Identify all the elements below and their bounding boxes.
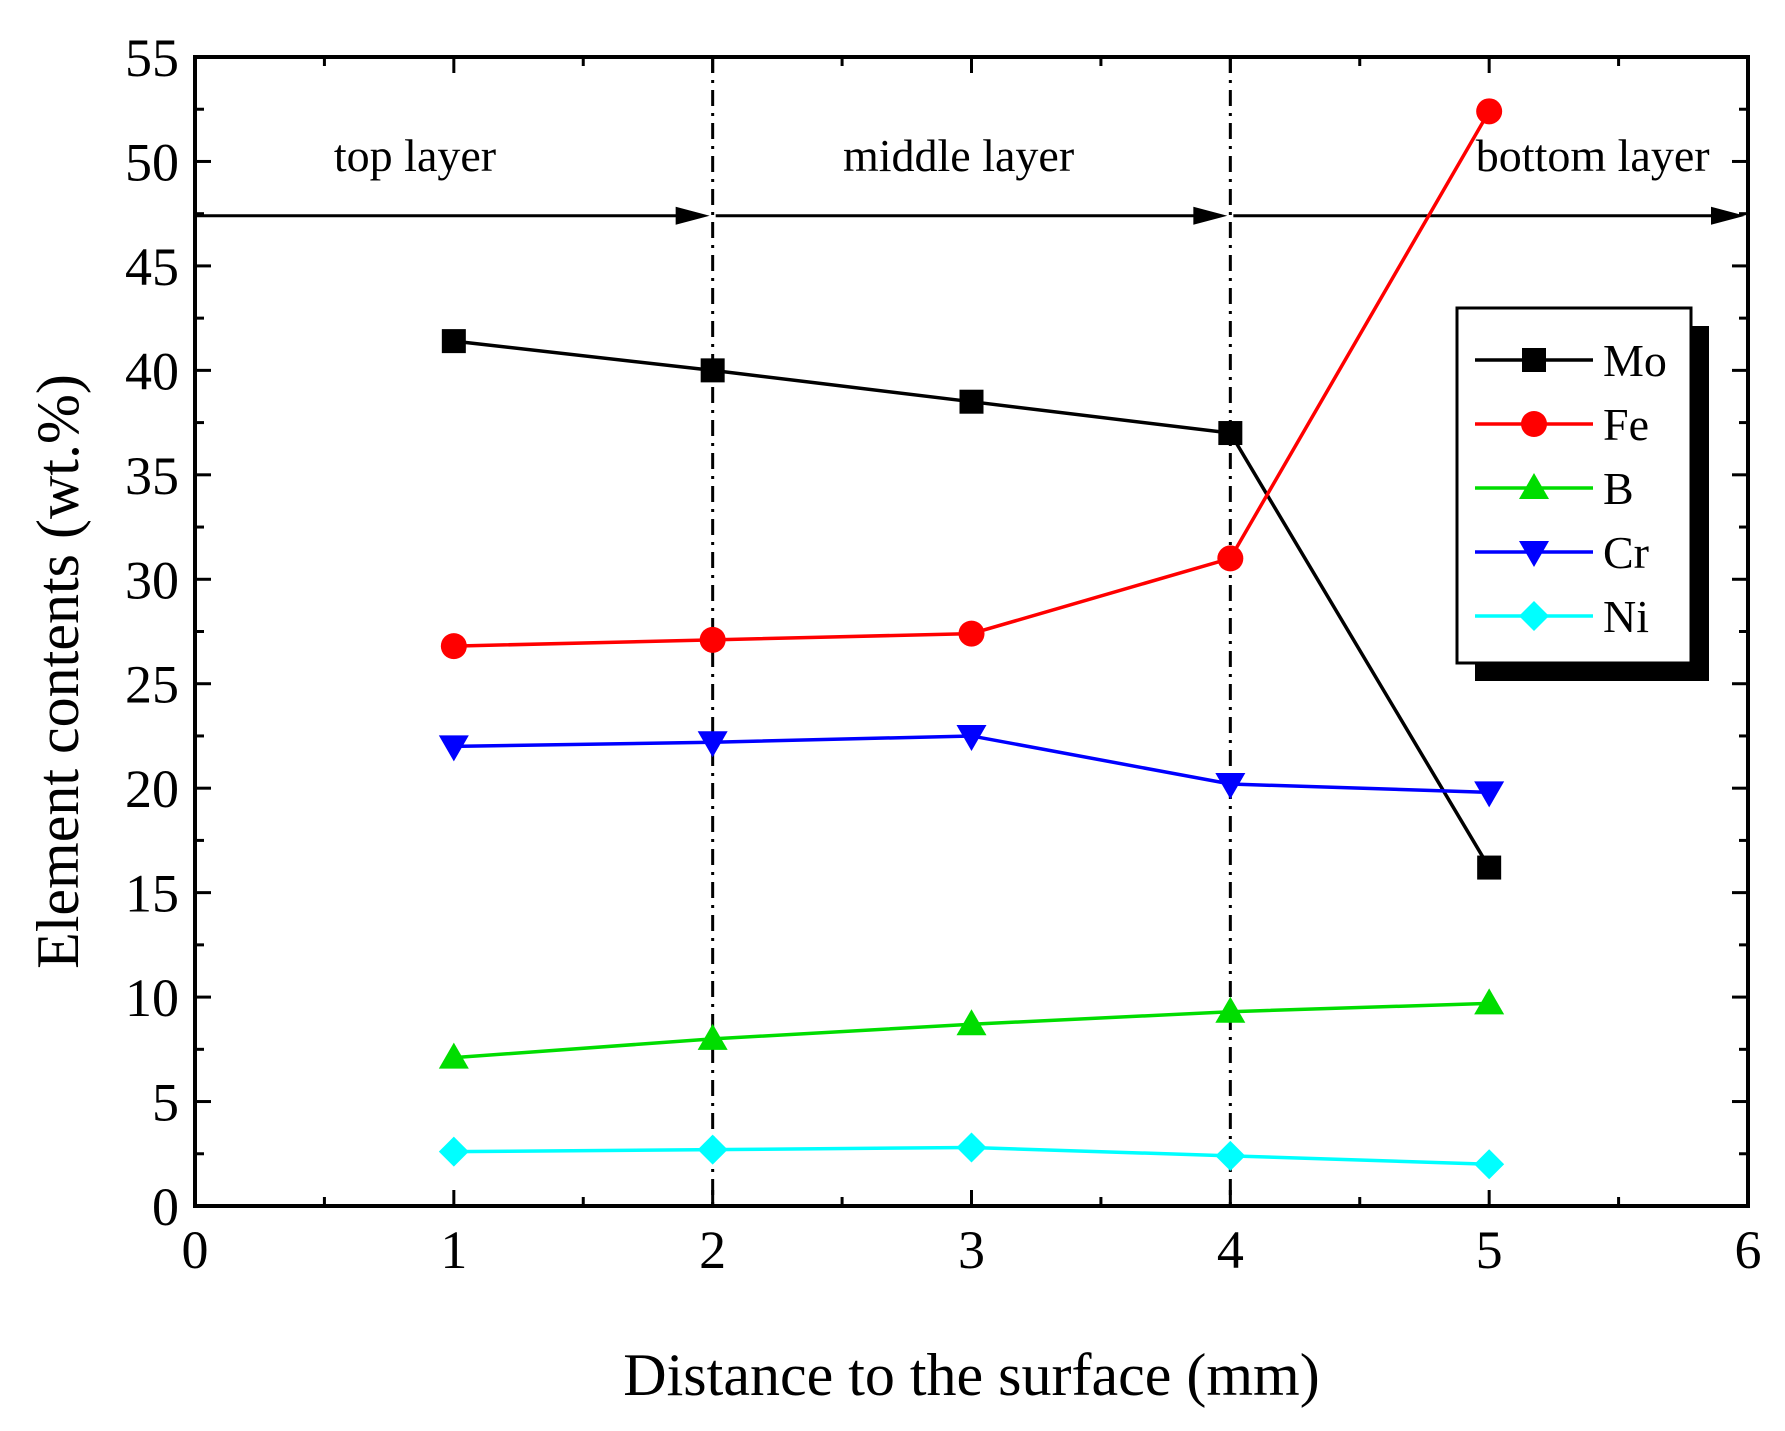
layer-label: top layer <box>334 130 496 181</box>
x-axis-title: Distance to the surface (mm) <box>623 1342 1319 1408</box>
data-point <box>1519 541 1549 567</box>
legend-label: Fe <box>1603 399 1649 450</box>
layer-annotations: top layer middle layer bottom layer <box>195 130 1745 225</box>
y-tick-label: 20 <box>125 759 179 819</box>
y-tick-label: 55 <box>125 28 179 88</box>
data-series <box>438 98 1505 1180</box>
data-point <box>956 1009 987 1036</box>
data-point <box>1215 1140 1246 1171</box>
data-point <box>1521 411 1547 437</box>
data-point <box>1477 855 1502 880</box>
data-point <box>1474 781 1505 808</box>
layer-arrow-head <box>1711 206 1745 225</box>
y-tick-label: 40 <box>125 341 179 401</box>
legend-label: B <box>1603 463 1634 514</box>
legend-item-b: B <box>1475 463 1634 514</box>
y-tick-label: 10 <box>125 968 179 1028</box>
series-ni <box>438 1132 1505 1180</box>
x-tick-label: 1 <box>440 1220 467 1280</box>
series-fe <box>440 98 1503 660</box>
y-tick-label: 45 <box>125 237 179 297</box>
legend-item-mo: Mo <box>1475 335 1667 386</box>
layer-arrow-head <box>1193 206 1228 225</box>
data-point <box>959 389 984 414</box>
data-point <box>1474 988 1505 1015</box>
series-mo <box>441 329 1502 880</box>
legend-item-fe: Fe <box>1475 399 1649 450</box>
series-cr <box>438 724 1505 808</box>
y-tick-label: 5 <box>152 1073 179 1133</box>
data-point <box>438 735 469 762</box>
data-point <box>958 620 985 647</box>
data-point <box>1519 473 1549 499</box>
legend-item-cr: Cr <box>1475 527 1649 578</box>
legend-label: Cr <box>1603 527 1649 578</box>
data-point <box>1215 996 1246 1023</box>
x-tick-label: 3 <box>958 1220 985 1280</box>
y-tick-label: 0 <box>152 1177 179 1237</box>
layer-label: middle layer <box>843 130 1074 181</box>
legend: Mo Fe B Cr Ni <box>1455 306 1709 681</box>
y-tick-label: 25 <box>125 655 179 715</box>
data-point <box>697 1023 728 1050</box>
data-point <box>1474 1149 1505 1180</box>
x-tick-label: 5 <box>1476 1220 1503 1280</box>
data-point <box>697 1134 728 1165</box>
legend-item-ni: Ni <box>1475 591 1649 642</box>
y-tick-label: 30 <box>125 550 179 610</box>
y-axis-title: Element contents (wt.%) <box>25 374 91 969</box>
data-point <box>441 329 466 354</box>
data-point <box>1215 773 1246 800</box>
series-b <box>438 988 1505 1069</box>
data-point <box>438 1136 469 1167</box>
data-point <box>1476 98 1503 125</box>
y-tick-label: 50 <box>125 132 179 192</box>
x-tick-label: 2 <box>699 1220 726 1280</box>
data-point <box>699 626 726 653</box>
data-point <box>438 1042 469 1069</box>
legend-label: Mo <box>1603 335 1667 386</box>
data-point <box>1522 348 1546 372</box>
x-tick-label: 0 <box>182 1220 209 1280</box>
data-point <box>956 724 987 751</box>
axes <box>193 55 1750 1208</box>
y-tick-label: 15 <box>125 864 179 924</box>
data-point <box>1218 421 1243 446</box>
layer-arrow-head <box>675 206 710 225</box>
layer-label: bottom layer <box>1476 130 1710 181</box>
y-tick-label: 35 <box>125 446 179 506</box>
data-point <box>700 358 725 383</box>
legend-box <box>1455 306 1693 665</box>
x-tick-label: 4 <box>1217 1220 1244 1280</box>
data-point <box>697 731 728 758</box>
data-point <box>1217 545 1244 572</box>
data-point <box>956 1132 987 1163</box>
legend-label: Ni <box>1603 591 1649 642</box>
data-point <box>440 633 467 660</box>
x-tick-label: 6 <box>1735 1220 1762 1280</box>
data-point <box>1519 601 1549 631</box>
